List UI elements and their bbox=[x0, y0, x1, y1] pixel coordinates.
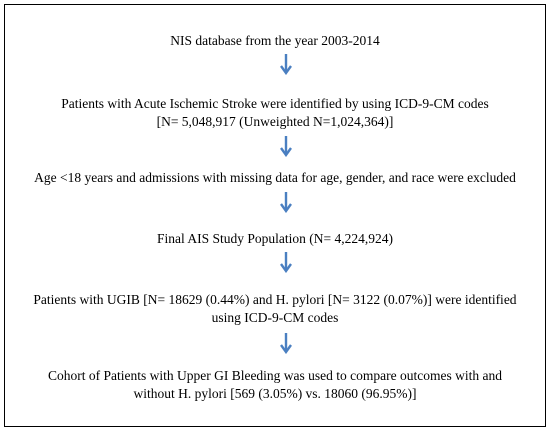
flowchart-border bbox=[4, 4, 546, 427]
down-arrow-icon bbox=[280, 136, 292, 157]
down-arrow-icon bbox=[280, 192, 292, 213]
step-cohort-comparison-line-2: without H. pylori [569 (3.05%) vs. 18060… bbox=[133, 386, 417, 401]
down-arrow-icon bbox=[280, 54, 292, 75]
down-arrow-icon bbox=[280, 252, 292, 273]
step-cohort-comparison-line-1: Cohort of Patients with Upper GI Bleedin… bbox=[47, 368, 503, 383]
step-ais-identified-line-2: [N= 5,048,917 (Unweighted N=1,024,364)] bbox=[156, 114, 394, 129]
step-exclusion-line-1: Age <18 years and admissions with missin… bbox=[34, 170, 516, 185]
down-arrow-icon bbox=[280, 333, 292, 354]
step-ais-identified-line-1: Patients with Acute Ischemic Stroke were… bbox=[61, 96, 489, 111]
step-ugib-hpylori-line-2: using ICD-9-CM codes bbox=[211, 310, 339, 325]
step-source-line-1: NIS database from the year 2003-2014 bbox=[170, 33, 380, 48]
step-ugib-hpylori-line-1: Patients with UGIB [N= 18629 (0.44%) and… bbox=[33, 292, 517, 307]
step-study-population-line-1: Final AIS Study Population (N= 4,224,924… bbox=[157, 231, 393, 246]
